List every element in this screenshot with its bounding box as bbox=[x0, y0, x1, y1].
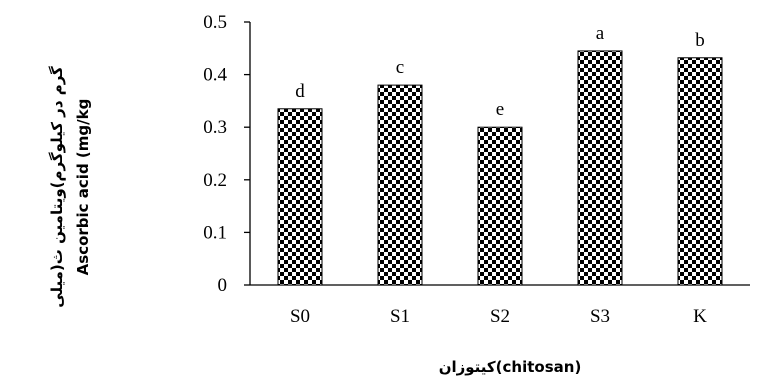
y-tick-label: 0.2 bbox=[203, 170, 227, 191]
y-tick-label: 0.4 bbox=[203, 65, 227, 86]
x-axis-title: (chitosan)کیتوزان bbox=[439, 358, 582, 376]
y-tick-label: 0.5 bbox=[203, 12, 227, 33]
bar-s1 bbox=[377, 84, 423, 286]
bar-data-labels: d c e a b bbox=[295, 23, 705, 120]
bar-s0 bbox=[277, 108, 323, 286]
y-axis-title-line2: Ascorbic acid (mg/kg bbox=[74, 99, 92, 276]
y-axis-title-line1: گرم در کیلوگرم)ویتامین ث(میلی bbox=[48, 66, 66, 308]
y-tick-label: 0.3 bbox=[203, 117, 227, 138]
y-axis-ticks: 0 0.1 0.2 0.3 0.4 0.5 bbox=[203, 12, 250, 296]
bar-s3 bbox=[577, 50, 623, 286]
x-tick-label: S0 bbox=[290, 306, 310, 327]
x-tick-label: S1 bbox=[390, 306, 410, 327]
y-tick-label: 0 bbox=[218, 275, 228, 296]
x-tick-label: S3 bbox=[590, 306, 610, 327]
y-axis-title: گرم در کیلوگرم)ویتامین ث(میلی Ascorbic a… bbox=[48, 66, 92, 308]
bar-data-label: a bbox=[596, 23, 605, 44]
bars bbox=[277, 50, 723, 286]
bar-data-label: e bbox=[496, 99, 504, 120]
bar-data-label: c bbox=[396, 57, 404, 78]
bar-k bbox=[677, 57, 723, 286]
x-tick-label: S2 bbox=[490, 306, 510, 327]
bar-data-label: b bbox=[695, 30, 705, 51]
x-tick-label: K bbox=[693, 306, 707, 327]
bar-s2 bbox=[477, 126, 523, 286]
bar-data-label: d bbox=[295, 81, 305, 102]
x-axis-ticks: S0 S1 S2 S3 K bbox=[290, 306, 707, 327]
y-tick-label: 0.1 bbox=[203, 222, 227, 243]
